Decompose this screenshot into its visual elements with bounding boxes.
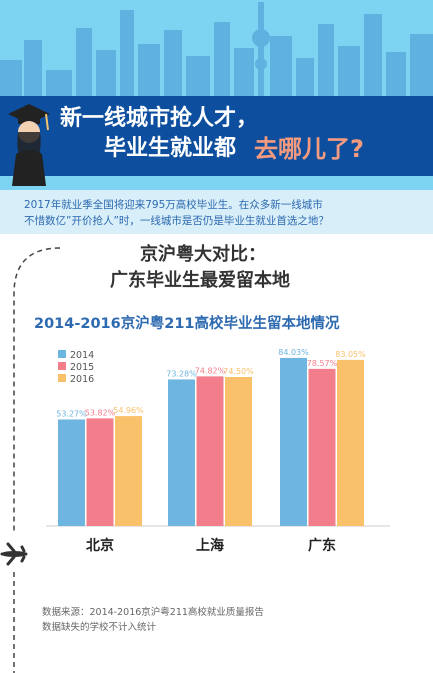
bar-北京-2016 (115, 416, 142, 526)
legend-label-2016: 2016 (70, 374, 94, 385)
bar-上海-2015 (196, 376, 224, 526)
header-title-line2: 毕业生就业都 (104, 136, 237, 161)
category-label-上海: 上海 (196, 537, 224, 554)
city-skyline-illustration (0, 2, 433, 100)
data-label-上海-2016: 74.50% (223, 367, 254, 376)
legend-swatch-2015 (58, 362, 66, 370)
data-label-上海-2014: 73.28% (166, 369, 197, 378)
title-band (0, 96, 433, 176)
header-title-highlight: 去哪儿了? (254, 135, 364, 163)
legend-label-2014: 2014 (70, 350, 94, 361)
data-label-广东-2016: 83.05% (335, 350, 366, 359)
data-label-广东-2014: 84.03% (278, 348, 309, 357)
flight-route-line (0, 247, 61, 673)
data-label-上海-2015: 74.82% (195, 366, 226, 375)
chart-title: 2014-2016京沪粤211高校毕业生留本地情况 (34, 316, 340, 332)
section-title-line1: 京沪粤大对比： (140, 244, 266, 265)
data-label-北京-2014: 53.27% (56, 409, 87, 418)
intro-line2: 不惜数亿”开价抢人”时，一线城市是否仍是毕业生就业首选之地？ (24, 215, 329, 227)
header-title-line1: 新一线城市抢人才， (60, 106, 259, 131)
graduate-icon (8, 104, 50, 186)
header-banner: 新一线城市抢人才， 毕业生就业都 去哪儿了? (0, 0, 433, 190)
bar-广东-2016 (337, 359, 364, 526)
source-line2: 数据缺失的学校不计入统计 (42, 622, 157, 633)
intro-line1: 2017年就业季全国将迎来795万高校毕业生。在众多新一线城市 (24, 199, 323, 211)
source-line1: 数据来源：2014-2016京沪粤211高校就业质量报告 (42, 607, 264, 618)
bar-chart: 20142015201653.27%53.82%54.96%北京73.28%74… (46, 348, 390, 554)
airplane-icon (0, 542, 28, 566)
legend-swatch-2016 (58, 374, 66, 382)
intro-box: 2017年就业季全国将迎来795万高校毕业生。在众多新一线城市 不惜数亿”开价抢… (0, 190, 433, 234)
bar-广东-2015 (308, 368, 336, 526)
bar-北京-2015 (86, 418, 114, 526)
legend-swatch-2014 (58, 350, 66, 358)
data-label-北京-2016: 54.96% (113, 406, 144, 415)
legend-label-2015: 2015 (70, 362, 94, 373)
data-label-广东-2015: 78.57% (307, 359, 338, 368)
bar-北京-2014 (58, 419, 85, 526)
category-label-广东: 广东 (308, 537, 336, 554)
bar-广东-2014 (280, 357, 307, 526)
data-label-北京-2015: 53.82% (85, 408, 116, 417)
bar-上海-2014 (168, 379, 195, 526)
section-title-line2: 广东毕业生最爱留本地 (110, 270, 290, 291)
bar-上海-2016 (225, 377, 252, 526)
category-label-北京: 北京 (86, 537, 114, 554)
